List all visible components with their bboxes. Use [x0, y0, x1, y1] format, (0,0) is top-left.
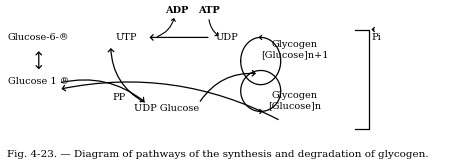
Text: Glucose-6-®: Glucose-6-® [8, 33, 70, 42]
Text: ADP: ADP [165, 6, 189, 15]
Text: Glucose 1 ®: Glucose 1 ® [8, 77, 70, 86]
Text: Glycogen
[Glucose]n+1: Glycogen [Glucose]n+1 [261, 40, 329, 60]
Text: UDP: UDP [215, 33, 238, 42]
Text: UDP Glucose: UDP Glucose [134, 104, 199, 113]
Text: Fig. 4-23. — Diagram of pathways of the synthesis and degradation of glycogen.: Fig. 4-23. — Diagram of pathways of the … [7, 150, 428, 159]
Text: PP: PP [112, 93, 125, 102]
Text: Pi: Pi [372, 33, 381, 42]
Text: UTP: UTP [116, 33, 138, 42]
Text: Glycogen
[Glucose]n: Glycogen [Glucose]n [268, 91, 321, 110]
Text: ATP: ATP [198, 6, 219, 15]
